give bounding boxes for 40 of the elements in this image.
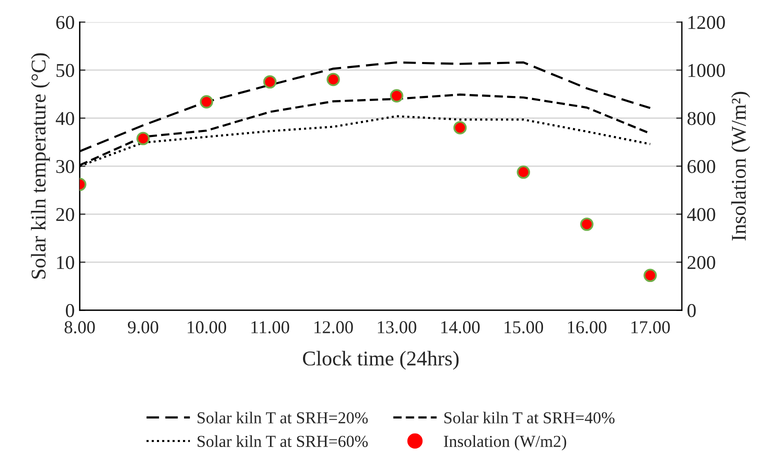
y2-tick-label: 1000 (688, 64, 725, 78)
y2-tick-label: 0 (687, 304, 696, 318)
x-tick-label: 12.00 (314, 321, 353, 334)
y-tick-label: 50 (56, 64, 74, 78)
x-tick-label: 15.00 (504, 321, 544, 334)
point (453, 121, 467, 134)
point (136, 132, 150, 146)
y-axis-title: Solar kiln temperature (°C) (30, 53, 50, 279)
y-tick-label: 60 (56, 16, 74, 30)
x-tick-label: 11.00 (251, 321, 290, 334)
x-tick-label: 17.00 (631, 321, 670, 334)
y2-tick-label: 800 (687, 112, 716, 126)
point (200, 95, 214, 108)
x-tick-label: 10.00 (188, 321, 226, 334)
y2-tick-label: 400 (687, 208, 716, 222)
point (263, 75, 277, 89)
x-axis-title: Clock time (24hrs) (302, 350, 459, 370)
point (326, 72, 340, 86)
point (516, 166, 530, 179)
legend-label: Insolation (W/m2) (444, 435, 566, 450)
legend-label: Solar kiln T at SRH=40% (444, 412, 615, 424)
x-tick-label: 14.00 (441, 321, 480, 334)
x-tick-label: 9.00 (128, 321, 158, 334)
legend-label: Solar kiln T at SRH=20% (198, 412, 368, 424)
point (390, 89, 404, 102)
y2-tick-label: 600 (688, 160, 716, 174)
legend-label: Solar kiln T at SRH=60% (198, 435, 368, 448)
y-tick-label: 0 (66, 304, 74, 318)
y-tick-label: 20 (56, 208, 74, 222)
x-tick-label: 13.00 (378, 321, 416, 334)
y2-axis-title: Insolation (W/m²) (731, 92, 750, 241)
point (644, 268, 657, 282)
x-tick-label: 8.00 (64, 321, 95, 334)
point (580, 218, 594, 231)
y2-tick-label: 1200 (688, 16, 725, 30)
y2-tick-label: 200 (688, 256, 716, 270)
y-tick-label: 40 (56, 112, 74, 126)
y-tick-label: 30 (56, 160, 74, 174)
y-tick-label: 10 (57, 256, 74, 270)
x-tick-label: 16.00 (568, 321, 606, 334)
